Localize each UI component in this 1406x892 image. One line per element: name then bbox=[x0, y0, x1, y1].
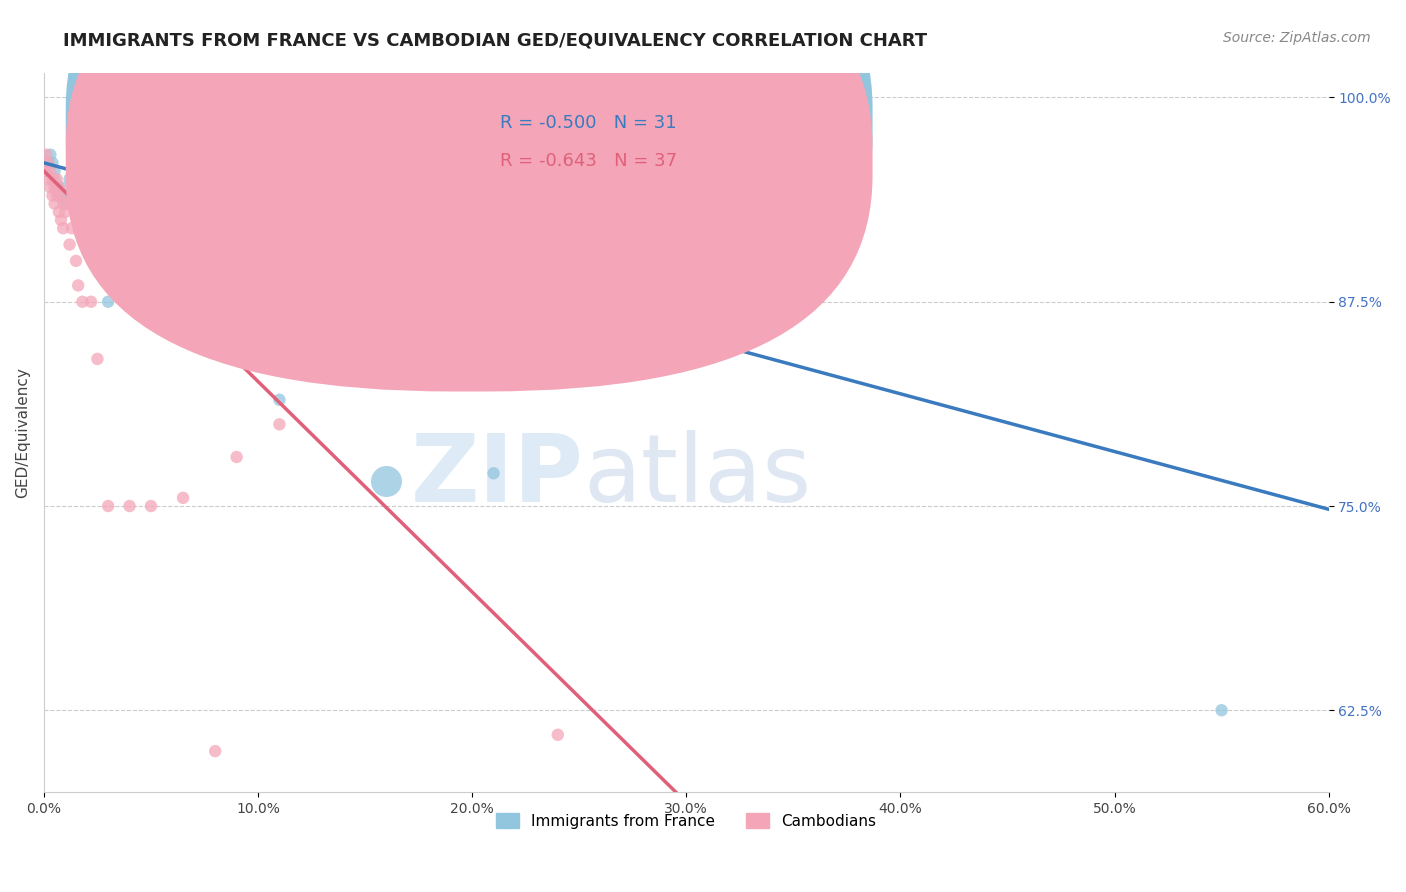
Point bbox=[65, 253, 87, 268]
Point bbox=[172, 491, 194, 505]
Point bbox=[44, 196, 66, 211]
Point bbox=[67, 205, 90, 219]
Text: atlas: atlas bbox=[583, 430, 811, 522]
Point bbox=[45, 172, 67, 186]
Point bbox=[48, 188, 70, 202]
Point bbox=[482, 467, 505, 481]
Point bbox=[97, 499, 120, 513]
Y-axis label: GED/Equivalency: GED/Equivalency bbox=[15, 367, 30, 498]
Point bbox=[72, 180, 94, 194]
Point bbox=[60, 221, 83, 235]
Point bbox=[56, 188, 79, 202]
Text: ZIP: ZIP bbox=[411, 430, 583, 522]
Point bbox=[49, 188, 72, 202]
Point bbox=[35, 147, 58, 161]
Point bbox=[44, 180, 66, 194]
Point bbox=[39, 147, 62, 161]
Point bbox=[60, 196, 83, 211]
Text: Source: ZipAtlas.com: Source: ZipAtlas.com bbox=[1223, 31, 1371, 45]
Point bbox=[86, 237, 108, 252]
Legend: Immigrants from France, Cambodians: Immigrants from France, Cambodians bbox=[491, 806, 883, 835]
Point bbox=[48, 180, 70, 194]
Point bbox=[53, 196, 76, 211]
FancyBboxPatch shape bbox=[66, 0, 873, 353]
Point bbox=[172, 302, 194, 317]
Point bbox=[52, 188, 75, 202]
Point bbox=[97, 294, 120, 309]
Text: R = -0.500   N = 31: R = -0.500 N = 31 bbox=[501, 113, 676, 132]
Point bbox=[44, 164, 66, 178]
Point bbox=[44, 172, 66, 186]
Point bbox=[53, 205, 76, 219]
Point bbox=[41, 188, 63, 202]
Point bbox=[45, 180, 67, 194]
Point bbox=[58, 172, 80, 186]
Point bbox=[269, 417, 291, 432]
Point bbox=[67, 278, 90, 293]
Point bbox=[150, 180, 173, 194]
Point bbox=[52, 221, 75, 235]
Point bbox=[80, 294, 103, 309]
Point bbox=[225, 450, 247, 464]
Point bbox=[39, 180, 62, 194]
Point bbox=[204, 744, 226, 758]
FancyBboxPatch shape bbox=[66, 0, 873, 392]
Point bbox=[93, 221, 115, 235]
Point bbox=[76, 205, 98, 219]
Point bbox=[139, 499, 162, 513]
Point bbox=[58, 237, 80, 252]
Text: IMMIGRANTS FROM FRANCE VS CAMBODIAN GED/EQUIVALENCY CORRELATION CHART: IMMIGRANTS FROM FRANCE VS CAMBODIAN GED/… bbox=[63, 31, 928, 49]
Point bbox=[49, 213, 72, 227]
Point bbox=[35, 164, 58, 178]
Point bbox=[547, 728, 569, 742]
Point bbox=[1211, 703, 1233, 717]
Point bbox=[37, 156, 59, 170]
Point bbox=[269, 392, 291, 407]
Point bbox=[375, 475, 398, 489]
Point bbox=[118, 499, 141, 513]
Point bbox=[65, 188, 87, 202]
Point bbox=[193, 196, 215, 211]
Point bbox=[45, 188, 67, 202]
Point bbox=[236, 205, 259, 219]
Point bbox=[39, 164, 62, 178]
Point bbox=[41, 172, 63, 186]
Point bbox=[80, 196, 103, 211]
Point bbox=[56, 196, 79, 211]
Point bbox=[48, 205, 70, 219]
Point bbox=[37, 172, 59, 186]
Point bbox=[118, 180, 141, 194]
Point bbox=[37, 156, 59, 170]
Point bbox=[76, 213, 98, 227]
Text: R = -0.643   N = 37: R = -0.643 N = 37 bbox=[501, 152, 678, 169]
FancyBboxPatch shape bbox=[436, 95, 814, 185]
Point bbox=[364, 809, 387, 823]
Point bbox=[86, 351, 108, 366]
Point bbox=[52, 196, 75, 211]
Point bbox=[49, 180, 72, 194]
Point bbox=[41, 156, 63, 170]
Point bbox=[72, 294, 94, 309]
Point bbox=[35, 164, 58, 178]
